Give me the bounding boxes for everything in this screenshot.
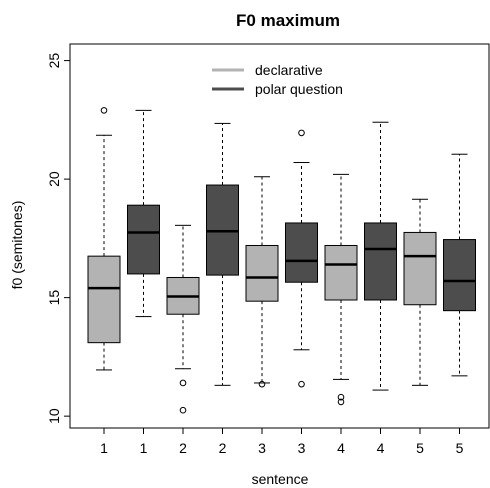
outlier-point [298,129,305,137]
y-tick-label: 25 [46,53,62,69]
x-tick-label: 3 [258,440,266,456]
x-tick-label: 1 [100,440,108,456]
box-9 [403,198,437,386]
x-axis: 1 1 2 2 3 3 4 4 5 5 [100,427,464,456]
outlier-point [100,107,108,114]
box-6 [285,129,318,388]
x-tick-label: 2 [219,440,227,456]
y-tick-label: 20 [46,171,62,187]
legend-label: declarative [255,62,323,78]
box-1 [87,107,121,371]
box-body [127,204,160,275]
plot-area [87,107,476,414]
box-body [364,222,397,301]
box-body [87,255,121,344]
x-tick-label: 4 [337,440,345,456]
box-body [245,244,279,302]
box-body [324,244,358,301]
outlier-point [258,380,266,388]
outlier-point [337,398,345,406]
box-3 [166,224,200,414]
box-body [403,231,437,306]
outlier-point [179,379,187,387]
box-5 [245,176,279,388]
outlier-point [298,380,305,388]
legend-label: polar question [255,81,343,97]
legend: declarative polar question [212,62,343,97]
x-tick-label: 3 [298,440,306,456]
box-2 [127,109,160,318]
box-body [285,222,318,283]
y-axis: 10 15 20 25 [46,53,71,424]
y-axis-label: f0 (semitones) [9,201,25,290]
x-tick-label: 5 [416,440,424,456]
box-7 [324,173,358,406]
y-tick-label: 15 [46,290,62,306]
box-body [443,239,476,312]
x-tick-label: 4 [377,440,385,456]
chart-title: F0 maximum [236,11,340,30]
outlier-point [179,406,187,414]
x-tick-label: 1 [140,440,148,456]
x-tick-label: 2 [179,440,187,456]
outlier-point [337,393,345,401]
box-8 [364,121,397,391]
x-axis-label: sentence [252,471,309,487]
x-tick-label: 5 [456,440,464,456]
y-tick-label: 10 [46,408,62,424]
box-10 [443,153,476,377]
box-4 [206,122,239,386]
